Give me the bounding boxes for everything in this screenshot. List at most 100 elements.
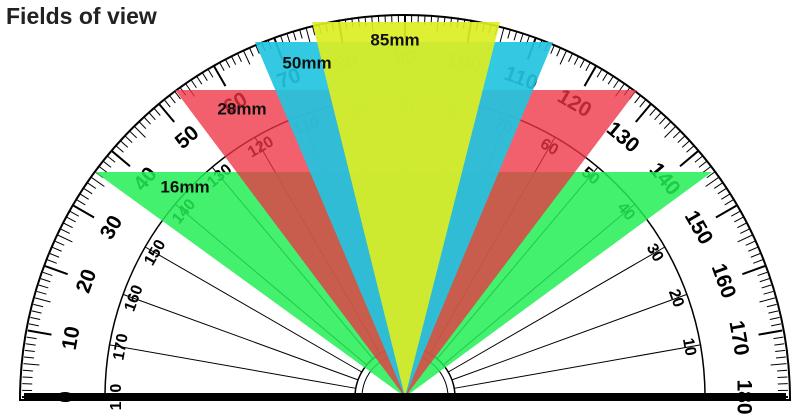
outer-scale-label: 10	[58, 325, 85, 352]
tick	[513, 30, 518, 41]
tick	[143, 116, 151, 125]
tick	[22, 376, 33, 378]
tick	[292, 30, 297, 41]
tick	[573, 55, 580, 65]
tick	[30, 316, 41, 320]
tick	[224, 58, 231, 68]
tick	[44, 265, 68, 276]
tick	[158, 102, 176, 123]
inner-scale-label: 30	[643, 241, 667, 265]
tick	[54, 240, 65, 246]
tick	[23, 363, 40, 366]
tick	[777, 369, 788, 372]
tick	[596, 68, 603, 78]
tick	[153, 107, 161, 116]
tick	[777, 376, 788, 378]
tick	[163, 99, 171, 108]
tick	[168, 94, 176, 104]
tick	[69, 210, 80, 217]
tick	[639, 99, 647, 108]
tick	[734, 216, 744, 223]
tick	[60, 228, 70, 234]
tick	[742, 265, 766, 276]
radial-line	[109, 344, 356, 389]
tick	[677, 135, 686, 143]
tick	[750, 253, 761, 258]
tick	[49, 253, 60, 258]
tick	[771, 323, 782, 327]
tick	[248, 46, 254, 57]
tick	[24, 349, 35, 353]
tick	[730, 210, 741, 217]
tick	[715, 204, 738, 219]
tick	[22, 369, 33, 372]
tick	[698, 160, 708, 168]
tick	[761, 284, 772, 289]
radial-line	[122, 293, 359, 381]
tick	[133, 125, 146, 138]
tick	[27, 329, 52, 336]
tick	[770, 363, 787, 366]
radial-line	[451, 293, 688, 381]
radial-line	[144, 246, 362, 373]
tick	[613, 79, 620, 89]
tick	[763, 290, 774, 295]
tick	[190, 79, 197, 89]
tick	[79, 193, 89, 200]
tick	[686, 145, 695, 153]
tick	[649, 107, 657, 116]
base-line	[24, 393, 786, 400]
tick	[706, 171, 716, 179]
tick	[174, 90, 181, 100]
tick	[254, 44, 260, 54]
tick	[57, 234, 73, 243]
tick	[298, 28, 303, 39]
tick	[602, 71, 609, 81]
tick	[242, 49, 251, 65]
tick	[634, 102, 652, 123]
tick	[664, 125, 677, 138]
tick	[659, 116, 667, 125]
tick	[753, 259, 763, 264]
tick	[507, 28, 512, 39]
tick	[98, 166, 108, 173]
tick	[195, 75, 203, 85]
tick	[724, 199, 734, 206]
tick	[775, 349, 786, 353]
tick	[115, 145, 124, 153]
tick	[63, 222, 73, 229]
tick	[47, 259, 57, 264]
tick	[774, 343, 785, 346]
tick	[583, 64, 598, 87]
tick	[759, 297, 776, 303]
tick	[207, 68, 214, 78]
tick	[519, 32, 524, 43]
tick	[90, 176, 105, 187]
tick	[737, 222, 747, 229]
fov-85mm	[312, 22, 500, 397]
tick	[87, 182, 97, 189]
tick	[745, 240, 756, 246]
tick	[40, 278, 51, 283]
tick	[679, 150, 700, 168]
tick	[757, 271, 768, 277]
tick	[702, 166, 712, 173]
tick	[236, 52, 242, 62]
tick	[34, 297, 51, 303]
tick	[681, 140, 690, 148]
tick	[31, 310, 42, 314]
tick	[107, 155, 116, 163]
inner-scale-label: 10	[679, 337, 699, 358]
fields	[95, 22, 712, 397]
tick	[129, 130, 138, 139]
tick	[737, 234, 753, 243]
tick	[24, 356, 35, 359]
tick	[52, 246, 62, 252]
tick	[66, 216, 76, 223]
fov-label: 50mm	[282, 53, 331, 72]
tick	[663, 121, 672, 130]
tick	[672, 130, 681, 139]
tick	[556, 46, 562, 57]
radial-line	[448, 246, 666, 373]
